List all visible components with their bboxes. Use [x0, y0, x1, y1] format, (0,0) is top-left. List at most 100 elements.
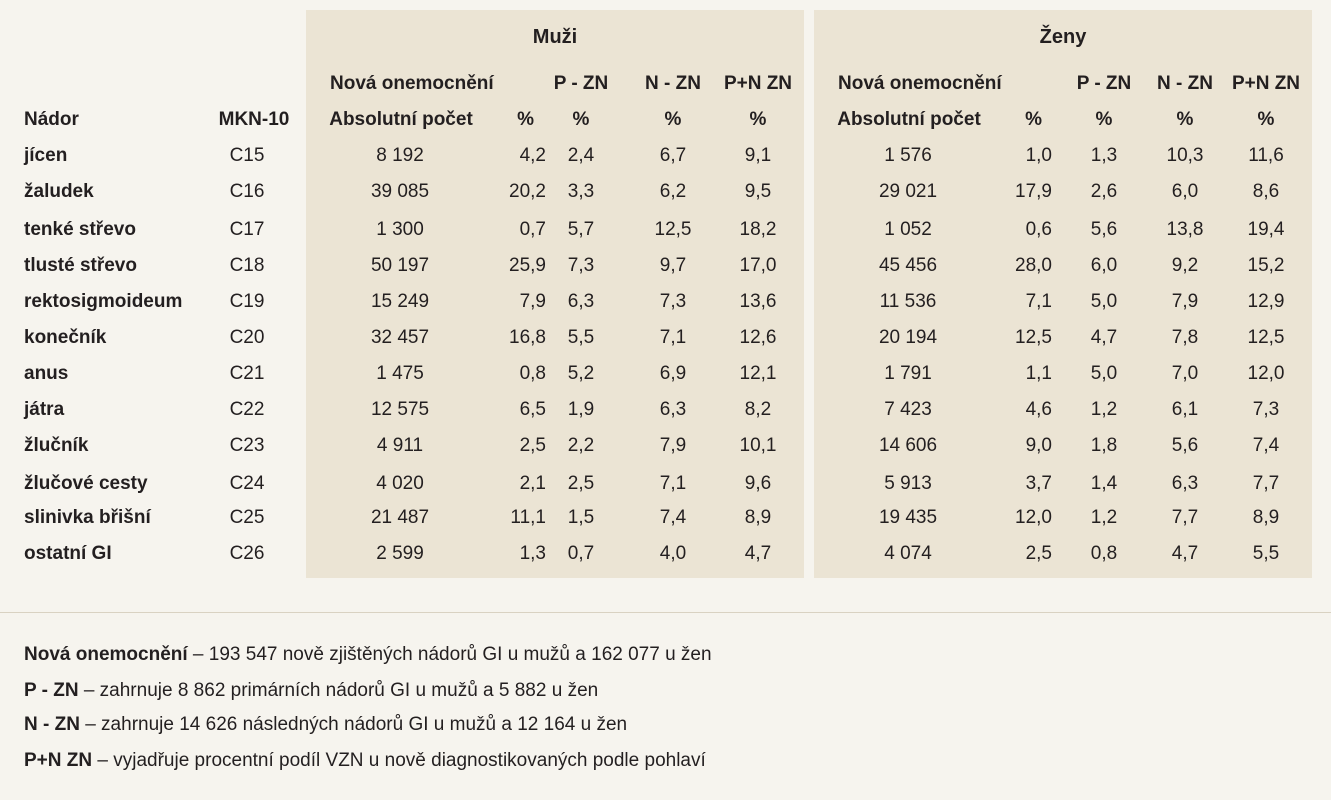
cell-w-pn: 7,7 [1252, 473, 1280, 494]
cell-code: C16 [229, 181, 265, 202]
cell-w-abs: 14 606 [878, 435, 938, 456]
cell-w-p: 4,7 [1090, 327, 1118, 348]
cell-w-pct: 28,0 [1015, 255, 1052, 276]
cell-m-pn: 9,5 [744, 181, 772, 202]
cell-m-pct: 0,8 [519, 363, 546, 384]
cell-m-pct: 1,3 [519, 543, 546, 564]
cell-m-p: 1,9 [567, 399, 595, 420]
cell-code: C17 [229, 219, 265, 240]
cell-m-p: 2,5 [567, 473, 595, 494]
legend-description: – zahrnuje 8 862 primárních nádorů GI u … [78, 680, 599, 701]
legend-line: P+N ZN – vyjadřuje procentní podíl VZN u… [24, 746, 706, 776]
cell-w-n: 7,8 [1171, 327, 1199, 348]
group-title-men: Muži [532, 26, 578, 48]
cell-m-p: 6,3 [567, 291, 595, 312]
cell-w-p: 1,4 [1090, 473, 1118, 494]
col-header-abs-men: Absolutní počet [329, 109, 473, 130]
cell-w-n: 6,0 [1171, 181, 1199, 202]
cell-w-p: 5,0 [1090, 291, 1118, 312]
cell-m-abs: 21 487 [370, 507, 430, 528]
legend-line: P - ZN – zahrnuje 8 862 primárních nádor… [24, 676, 598, 706]
cell-w-pn: 8,9 [1252, 507, 1280, 528]
col-header-pct-p-men: % [572, 109, 590, 130]
cell-tumor: slinivka břišní [24, 507, 151, 528]
men-column-panel [306, 10, 804, 578]
cell-w-n: 6,3 [1171, 473, 1199, 494]
cell-m-pn: 12,6 [739, 327, 777, 348]
cell-m-pn: 10,1 [739, 435, 777, 456]
cell-w-abs: 19 435 [878, 507, 938, 528]
subheader-new-cases-men: Nová onemocnění [330, 73, 494, 94]
cell-w-abs: 1 791 [884, 363, 932, 384]
cell-w-pct: 9,0 [1025, 435, 1052, 456]
subheader-pn-zn-women: P+N ZN [1231, 73, 1301, 94]
cell-m-abs: 1 475 [376, 363, 424, 384]
cell-m-abs: 1 300 [376, 219, 424, 240]
cell-m-p: 5,7 [567, 219, 595, 240]
cell-m-pn: 8,2 [744, 399, 772, 420]
cell-m-p: 2,4 [567, 145, 595, 166]
col-header-abs-women: Absolutní počet [837, 109, 981, 130]
cell-w-pct: 2,5 [1025, 543, 1052, 564]
legend-term: Nová onemocnění [24, 644, 188, 665]
cell-w-p: 5,0 [1090, 363, 1118, 384]
cell-tumor: žlučové cesty [24, 473, 148, 494]
cell-m-pct: 11,1 [510, 507, 546, 528]
cell-m-n: 12,5 [654, 219, 692, 240]
cell-w-abs: 29 021 [878, 181, 938, 202]
cell-w-pct: 0,6 [1025, 219, 1052, 240]
cell-w-p: 5,6 [1090, 219, 1118, 240]
cell-m-pn: 8,9 [744, 507, 772, 528]
cell-w-pn: 7,4 [1252, 435, 1280, 456]
cell-m-abs: 12 575 [370, 399, 430, 420]
cell-code: C26 [229, 543, 265, 564]
cell-w-n: 7,0 [1171, 363, 1199, 384]
cell-w-pn: 12,5 [1247, 327, 1285, 348]
legend-description: – 193 547 nově zjištěných nádorů GI u mu… [187, 644, 712, 665]
cell-m-n: 7,4 [659, 507, 687, 528]
col-header-pct-p-women: % [1095, 109, 1113, 130]
subheader-p-zn-women: P - ZN [1076, 73, 1132, 94]
col-header-pct-pn-women: % [1257, 109, 1275, 130]
cell-w-abs: 11 536 [879, 291, 937, 312]
legend-term: P+N ZN [24, 750, 93, 771]
col-header-mkn: MKN-10 [218, 109, 290, 130]
subheader-p-zn-men: P - ZN [553, 73, 609, 94]
cell-w-p: 6,0 [1090, 255, 1118, 276]
legend-term: N - ZN [24, 714, 80, 735]
cell-w-p: 1,3 [1090, 145, 1118, 166]
cell-w-abs: 45 456 [878, 255, 938, 276]
cell-m-p: 1,5 [567, 507, 595, 528]
legend-description: – vyjadřuje procentní podíl VZN u nově d… [92, 750, 706, 771]
cell-w-pct: 4,6 [1025, 399, 1052, 420]
cell-code: C22 [229, 399, 265, 420]
col-header-pct-n-women: % [1176, 109, 1194, 130]
cell-w-pn: 5,5 [1252, 543, 1280, 564]
cell-w-n: 9,2 [1171, 255, 1199, 276]
cell-w-abs: 7 423 [884, 399, 932, 420]
col-header-pct-men: % [517, 109, 534, 130]
cell-w-pct: 17,9 [1015, 181, 1052, 202]
cell-tumor: tenké střevo [24, 219, 136, 240]
cell-w-pn: 8,6 [1252, 181, 1280, 202]
cell-m-p: 5,5 [567, 327, 595, 348]
cell-m-pct: 2,1 [519, 473, 546, 494]
cell-m-pct: 6,5 [519, 399, 546, 420]
cell-m-p: 2,2 [567, 435, 595, 456]
cell-w-pn: 7,3 [1252, 399, 1280, 420]
cell-m-abs: 4 020 [376, 473, 424, 494]
cell-code: C24 [229, 473, 265, 494]
cell-m-pct: 4,2 [519, 145, 546, 166]
cell-m-abs: 4 911 [376, 435, 424, 456]
cell-w-pn: 12,9 [1247, 291, 1285, 312]
cell-m-n: 6,9 [659, 363, 687, 384]
cell-tumor: žlučník [24, 435, 89, 456]
cell-w-pn: 11,6 [1248, 145, 1284, 166]
cell-w-pn: 15,2 [1247, 255, 1285, 276]
cell-m-pct: 0,7 [519, 219, 546, 240]
cell-w-pn: 12,0 [1247, 363, 1285, 384]
cell-m-n: 7,1 [659, 327, 687, 348]
cell-m-p: 5,2 [567, 363, 595, 384]
cell-tumor: žaludek [24, 181, 94, 202]
cell-m-abs: 32 457 [370, 327, 430, 348]
